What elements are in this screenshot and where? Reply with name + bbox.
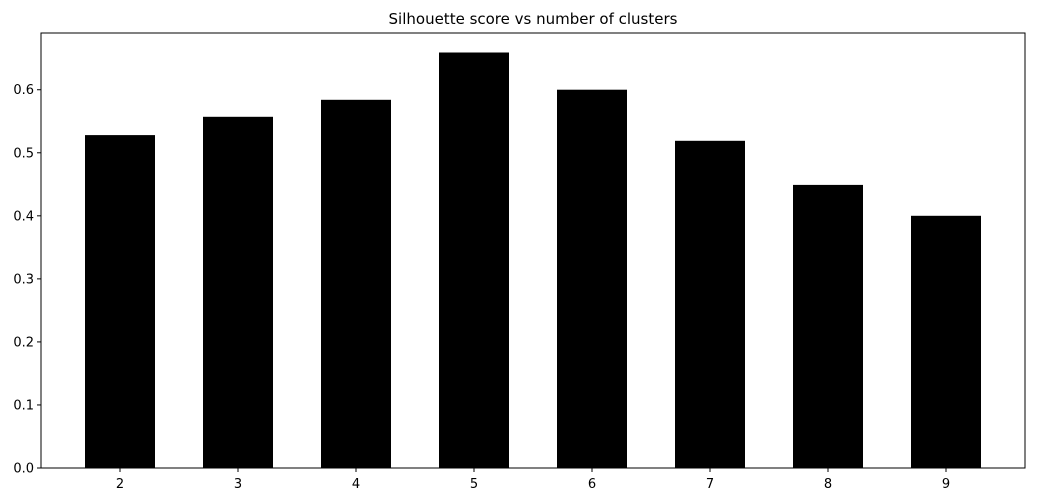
x-tick-label: 8 <box>824 477 832 492</box>
y-tick-label: 0.5 <box>13 146 34 161</box>
y-tick-label: 0.6 <box>13 83 34 98</box>
y-tick-label: 0.4 <box>13 209 34 224</box>
bar-2 <box>85 135 155 468</box>
x-tick-label: 9 <box>942 477 950 492</box>
bar-6 <box>557 89 627 468</box>
x-axis: 2 3 4 5 6 7 8 9 <box>116 468 950 492</box>
x-tick-label: 2 <box>116 477 124 492</box>
y-axis: 0.0 0.1 0.2 0.3 0.4 0.5 0.6 <box>13 83 41 477</box>
bar-9 <box>911 215 981 468</box>
y-tick-label: 0.3 <box>13 272 34 287</box>
bar-3 <box>203 116 273 469</box>
y-tick-label: 0.2 <box>13 335 34 350</box>
x-tick-label: 4 <box>352 477 360 492</box>
axes-frame <box>40 32 1026 469</box>
x-tick-label: 5 <box>470 477 478 492</box>
bar-4 <box>321 99 391 469</box>
y-tick-label: 0.0 <box>13 462 34 477</box>
x-tick-label: 6 <box>588 477 596 492</box>
bar-7 <box>675 140 745 469</box>
bar-5 <box>439 52 509 468</box>
y-tick-label: 0.1 <box>13 398 34 413</box>
bar-8 <box>793 184 863 468</box>
chart-title: Silhouette score vs number of clusters <box>389 10 678 28</box>
x-tick-label: 7 <box>706 477 714 492</box>
x-tick-label: 3 <box>234 477 242 492</box>
bars-group <box>85 52 981 469</box>
